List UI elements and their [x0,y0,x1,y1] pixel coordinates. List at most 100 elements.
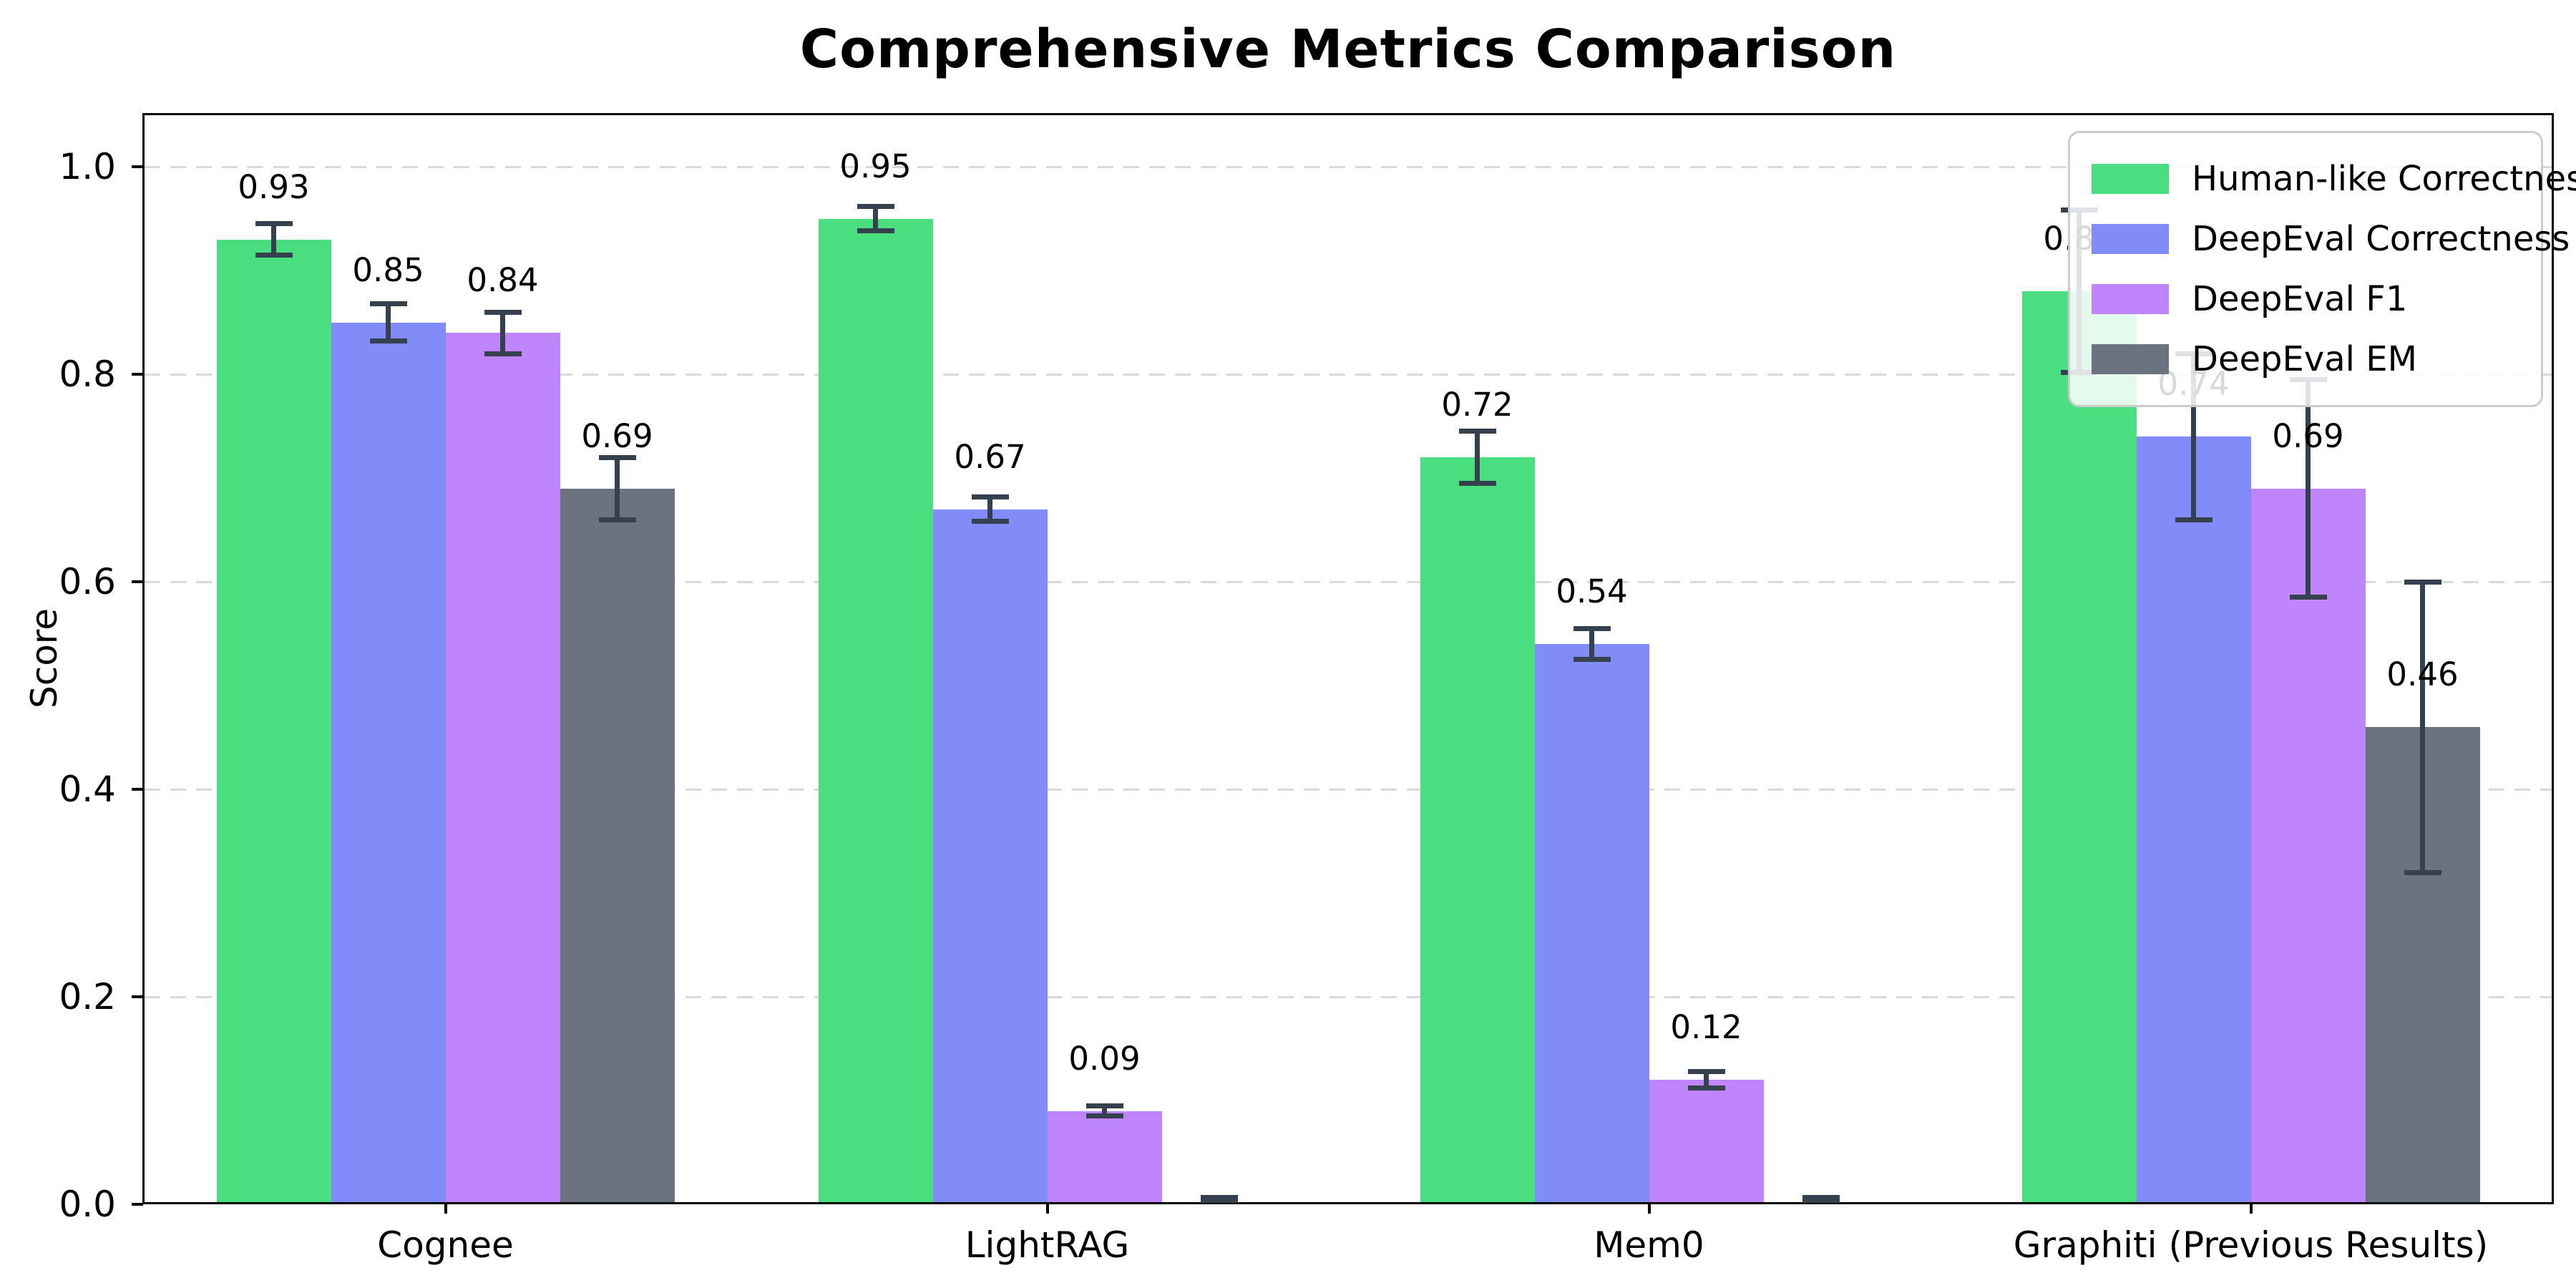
x-tick-mark [2249,1202,2253,1214]
bar-deepeval-correctness [331,322,446,1202]
error-bar [2306,379,2311,597]
bar-deepeval-em [560,488,675,1202]
error-bar-cap-bottom [598,517,636,522]
error-bar-cap-bottom [1200,1194,1238,1200]
bar-human-like-correctness [1420,457,1535,1202]
bar-value-label: 0.12 [1670,1008,1742,1046]
error-bar [500,312,505,353]
error-bar [1475,431,1480,484]
x-tick-mark [1647,1202,1651,1214]
bar-deepeval-f1 [1047,1111,1162,1202]
error-bar-cap-bottom [2404,869,2441,875]
error-bar-cap-bottom [255,252,293,258]
error-bar [1589,628,1594,660]
error-bar [873,206,878,231]
bar-deepeval-f1 [445,333,560,1202]
error-bar-cap-top [971,494,1009,499]
error-bar [615,457,620,519]
bar-value-label: 0.09 [1068,1039,1141,1078]
legend-swatch [2092,284,2169,314]
x-tick-label: LightRAG [965,1224,1130,1266]
error-bar-cap-bottom [484,351,522,356]
error-bar-cap-top [1802,1197,1840,1203]
y-tick-label: 0.0 [59,1184,116,1225]
legend-swatch [2092,164,2169,194]
legend-label: DeepEval Correctness [2192,219,2570,259]
error-bar-cap-top [1573,625,1611,631]
plot-area: 0.0 0.2 0.4 0.6 0.8 1.0 Cognee 0.93 0.85 0.84 0.69… [59,113,2554,1266]
error-bar-cap-top [255,221,293,227]
y-axis-label: Score [24,608,65,709]
y-tick-mark [132,580,143,583]
error-bar-cap-top [2404,579,2441,585]
error-bar-cap-top [369,301,407,306]
bar-value-label: 0.69 [2272,416,2344,455]
error-bar [2191,353,2196,519]
y-tick-mark [132,165,143,168]
grid-line [145,580,2552,583]
error-bar-cap-bottom [1573,657,1611,663]
error-bar-cap-top [598,454,636,460]
grid-line [145,995,2552,998]
grid-line [145,165,2552,168]
legend-label: DeepEval EM [2192,339,2417,379]
error-bar [1102,1106,1107,1116]
error-bar [1704,1071,1709,1088]
error-bar-cap-bottom [971,519,1009,525]
bar-human-like-correctness [818,218,933,1202]
legend-swatch [2092,224,2169,254]
error-bar-cap-bottom [857,228,894,234]
bar-human-like-correctness [216,239,331,1202]
bar-deepeval-f1 [2250,488,2366,1202]
error-bar-cap-top [1687,1068,1725,1074]
bar-deepeval-correctness [2136,436,2251,1202]
bar-value-label: 0.84 [467,261,539,299]
legend-item: DeepEval EM [2092,329,2519,389]
bar-deepeval-correctness [932,509,1048,1202]
error-bar-cap-bottom [369,338,407,344]
x-tick-mark [444,1202,447,1214]
chart-title: Comprehensive Metrics Comparison [799,19,1897,80]
error-bar [271,223,276,255]
bar-value-label: 0.95 [839,147,912,185]
error-bar-cap-top [1200,1197,1238,1203]
x-tick-mark [1045,1202,1049,1214]
y-tick-label: 0.2 [59,976,116,1018]
bar-value-label: 0.85 [352,250,424,289]
error-bar-cap-bottom [1802,1194,1840,1200]
bar-value-label: 0.46 [2386,655,2459,693]
error-bar-cap-bottom [2175,517,2212,522]
legend: Human-like Correctness DeepEval Correctne… [2068,131,2576,407]
error-bar-cap-bottom [2289,595,2327,600]
bar-value-label: 0.67 [954,437,1026,476]
legend-label: DeepEval F1 [2192,279,2408,319]
y-tick-mark [132,1203,143,1206]
error-bar [2420,582,2425,872]
error-bar [386,303,391,341]
x-tick-label: Cognee [377,1224,514,1266]
y-tick-mark [132,995,143,998]
bar-value-label: 0.54 [1556,572,1628,610]
bar-deepeval-f1 [1649,1080,1764,1202]
bar-deepeval-correctness [1534,644,1649,1202]
grid-line [145,788,2552,791]
error-bar-cap-bottom [1458,480,1496,486]
y-tick-mark [132,788,143,791]
y-tick-label: 0.4 [59,769,116,810]
error-bar-cap-top [857,203,894,209]
legend-item: DeepEval F1 [2092,269,2519,329]
error-bar-cap-bottom [1687,1085,1725,1091]
bar-value-label: 0.69 [581,416,653,455]
y-tick-mark [132,373,143,376]
legend-label: Human-like Correctness [2192,159,2576,199]
x-tick-label: Graphiti (Previous Results) [2013,1224,2489,1266]
y-tick-label: 0.8 [59,353,116,395]
error-bar-cap-top [1085,1103,1123,1108]
legend-item: DeepEval Correctness [2092,209,2570,269]
bar-value-label: 0.93 [238,167,310,206]
error-bar [987,497,992,522]
y-tick-label: 1.0 [59,146,116,187]
y-tick-label: 0.6 [59,561,116,602]
error-bar-cap-top [1458,429,1496,434]
